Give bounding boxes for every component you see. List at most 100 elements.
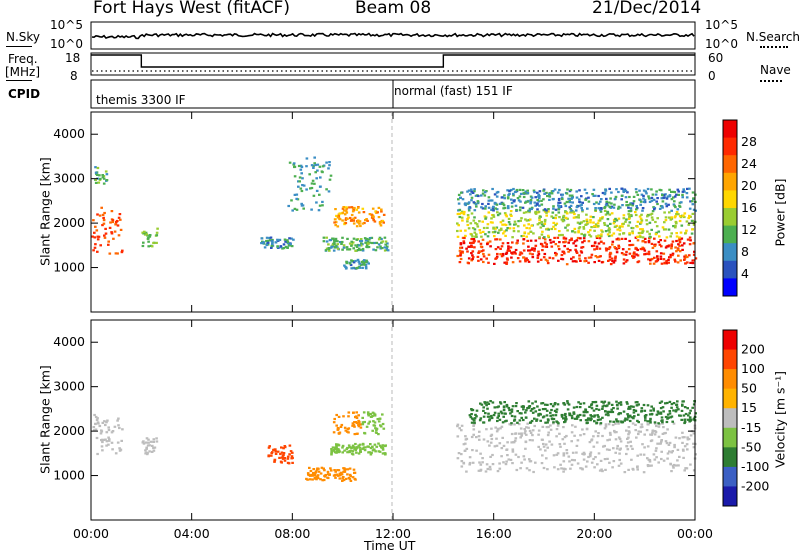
velocity-cell <box>691 406 694 409</box>
velocity-cell <box>683 418 686 421</box>
velocity-cell <box>541 416 545 419</box>
velocity-cell <box>564 419 567 422</box>
power-cell <box>574 248 577 251</box>
power-cell <box>345 262 349 265</box>
velocity-cell <box>660 400 664 403</box>
power-cell <box>485 257 488 260</box>
velocity-cell <box>627 436 630 439</box>
power-cell <box>524 191 527 195</box>
power-cell <box>377 238 381 241</box>
power-cell <box>571 196 574 199</box>
power-cell <box>577 214 580 217</box>
power-cell <box>612 222 616 225</box>
velocity-cell <box>361 423 365 426</box>
velocity-cell <box>508 409 511 412</box>
power-cell <box>605 249 608 252</box>
velocity-cell <box>612 460 616 463</box>
velocity-cell <box>105 440 109 443</box>
power-cell <box>591 193 594 196</box>
velocity-cell <box>627 426 631 429</box>
velocity-cell <box>489 441 493 444</box>
power-cell <box>321 165 325 168</box>
velocity-cell <box>505 460 508 463</box>
power-cell <box>550 215 553 218</box>
velocity-cell <box>637 430 641 433</box>
velocity-cell <box>336 474 340 477</box>
power-cell <box>470 199 473 202</box>
power-cell <box>673 195 677 198</box>
velocity-cell <box>640 425 644 428</box>
power-cell <box>352 267 355 270</box>
power-cell <box>576 221 580 224</box>
power-cell <box>489 221 493 224</box>
power-cell <box>478 220 481 223</box>
velocity-cell <box>646 404 650 407</box>
velocity-cell <box>107 439 111 442</box>
power-cell <box>618 233 621 236</box>
x-tick-label: 08:00 <box>274 526 310 541</box>
power-cell <box>381 219 385 223</box>
velocity-cell <box>271 451 274 454</box>
velocity-cell <box>563 403 566 406</box>
velocity-cell <box>692 469 696 472</box>
velocity-cell <box>668 400 672 403</box>
power-cell <box>316 163 320 166</box>
power-cell <box>656 255 659 258</box>
velocity-cell <box>593 420 596 423</box>
power-cell <box>648 237 651 240</box>
power-cell <box>608 258 612 261</box>
velocity-cell <box>539 448 542 451</box>
velocity-cell <box>369 412 372 416</box>
velocity-cell <box>661 422 664 425</box>
power-cell <box>121 249 124 252</box>
velocity-cell <box>373 414 377 417</box>
power-cell <box>554 208 558 211</box>
power-cell <box>373 220 377 223</box>
power-cell <box>628 252 632 255</box>
power-cell <box>566 200 569 204</box>
power-cell <box>361 247 365 251</box>
velocity-cell <box>282 453 285 456</box>
power-cell <box>350 244 353 247</box>
power-cell <box>104 227 107 230</box>
power-cell <box>456 229 459 233</box>
power-cell <box>286 239 289 242</box>
power-cell <box>594 255 598 258</box>
x-tick-label: 16:00 <box>476 526 512 541</box>
power-cell <box>675 211 679 214</box>
velocity-cell <box>674 410 678 413</box>
power-cell <box>332 237 335 240</box>
velocity-cell <box>588 405 591 408</box>
power-cell <box>550 227 553 231</box>
velocity-cell <box>573 459 576 462</box>
velocity-cell <box>279 452 282 456</box>
velocity-colorbar-tick: 200 <box>741 342 765 357</box>
power-cell <box>548 195 552 198</box>
power-cell <box>608 253 612 256</box>
power-cell <box>692 208 696 211</box>
power-cell <box>315 189 319 192</box>
velocity-cell <box>620 420 623 423</box>
power-cell <box>572 256 575 259</box>
velocity-cell <box>351 476 355 479</box>
velocity-cell <box>599 422 603 425</box>
velocity-cell <box>615 418 618 421</box>
power-cell <box>520 217 523 220</box>
power-cell <box>595 236 599 239</box>
velocity-cell <box>520 434 523 437</box>
velocity-cell <box>353 421 356 424</box>
nave-tick-top: 60 <box>708 51 724 65</box>
velocity-cell <box>313 474 316 477</box>
power-cell <box>575 239 579 242</box>
power-cell <box>615 238 619 241</box>
power-cell <box>646 230 649 233</box>
velocity-cell <box>148 444 151 447</box>
velocity-cell <box>460 429 463 432</box>
power-cell <box>583 188 587 191</box>
velocity-cell <box>575 405 579 409</box>
power-cell <box>362 261 366 264</box>
power-cell <box>594 207 597 210</box>
power-cell <box>533 191 536 194</box>
power-cell <box>678 244 681 247</box>
velocity-cell <box>145 447 148 451</box>
